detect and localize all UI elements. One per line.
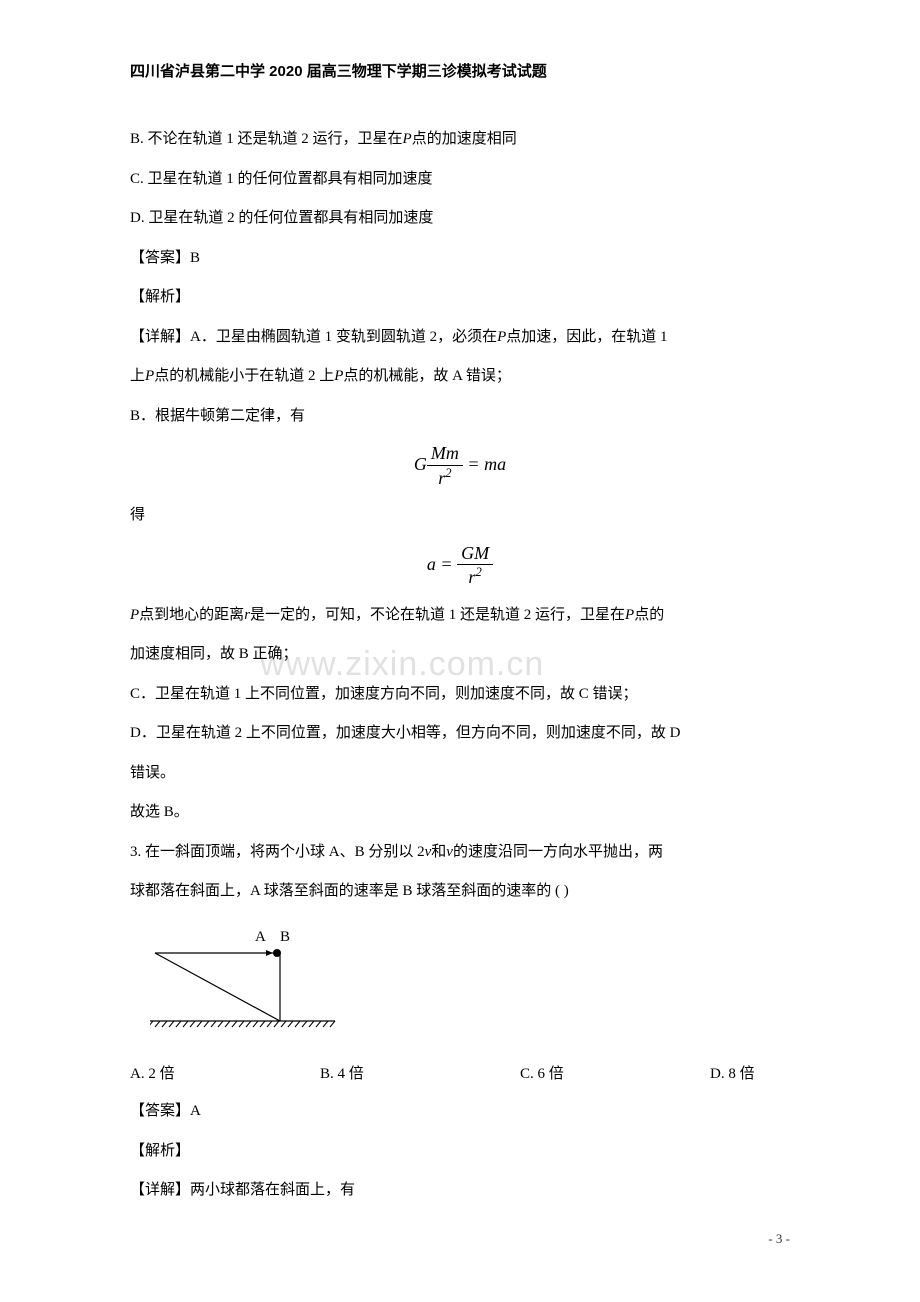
- fraction-denominator: r2: [427, 466, 463, 490]
- diagram-label-a: A: [255, 929, 266, 945]
- detail-d2-line2: 错误。: [130, 755, 790, 793]
- after-formula-line2: 加速度相同，故 B 正确；: [130, 636, 790, 674]
- option-d-text: D. 卫星在轨道 2 的任何位置都具有相同加速度: [130, 200, 790, 238]
- text-span: 和: [431, 844, 446, 860]
- formula-g: G: [414, 454, 427, 474]
- text-span: 点的加速度相同: [412, 131, 517, 147]
- diagram-hatch: [150, 1021, 335, 1027]
- diagram-incline-line: [155, 953, 280, 1021]
- q3-line2: 球都落在斜面上，A 球落至斜面的速率是 B 球落至斜面的速率的 ( ): [130, 873, 790, 911]
- text-span: 点的机械能，故 A 错误；: [343, 368, 511, 384]
- formula-eq: = ma: [463, 454, 506, 474]
- detail-d2-line1: D．卫星在轨道 2 上不同位置，加速度大小相等，但方向不同，则加速度不同，故 D: [130, 715, 790, 753]
- options-row: A. 2 倍 B. 4 倍 C. 6 倍 D. 8 倍: [130, 1056, 790, 1094]
- answer2-label: 【答案】A: [130, 1093, 790, 1131]
- detail-a-line2: 上P点的机械能小于在轨道 2 上P点的机械能，故 A 错误；: [130, 358, 790, 396]
- detail-b-line: B．根据牛顿第二定律，有: [130, 398, 790, 436]
- italic-p: P: [130, 607, 139, 623]
- fraction-numerator: GM: [457, 543, 493, 566]
- italic-p: P: [497, 329, 506, 345]
- formula-a: a =: [427, 554, 457, 574]
- superscript: 2: [475, 565, 481, 579]
- text-span: 【详解】A．卫星由椭圆轨道 1 变轨到圆轨道 2，必须在: [130, 329, 497, 345]
- detail-a-line1: 【详解】A．卫星由椭圆轨道 1 变轨到圆轨道 2，必须在P点加速，因此，在轨道 …: [130, 319, 790, 357]
- diagram-arrow-head: [266, 950, 273, 956]
- text-span: 是一定的，可知，不论在轨道 1 还是轨道 2 运行，卫星在: [250, 607, 625, 623]
- text-span: B. 不论在轨道 1 还是轨道 2 运行，卫星在: [130, 131, 403, 147]
- get-char: 得: [130, 497, 790, 535]
- italic-p: P: [334, 368, 343, 384]
- option-b-text: B. 不论在轨道 1 还是轨道 2 运行，卫星在P点的加速度相同: [130, 121, 790, 159]
- analysis-label: 【解析】: [130, 279, 790, 317]
- select-b: 故选 B。: [130, 794, 790, 832]
- superscript: 2: [445, 466, 451, 480]
- fraction-denominator: r2: [457, 565, 493, 589]
- after-formula-line1: P点到地心的距离r是一定的，可知，不论在轨道 1 还是轨道 2 运行，卫星在P点…: [130, 597, 790, 635]
- text-span: 点的机械能小于在轨道 2 上: [154, 368, 334, 384]
- content-body: B. 不论在轨道 1 还是轨道 2 运行，卫星在P点的加速度相同 C. 卫星在轨…: [130, 121, 790, 1210]
- header-title: 四川省泸县第二中学 2020 届高三物理下学期三诊模拟考试试题: [130, 60, 790, 81]
- fraction: Mmr2: [427, 443, 463, 489]
- detail-c2: C．卫星在轨道 1 上不同位置，加速度方向不同，则加速度不同，故 C 错误；: [130, 676, 790, 714]
- text-span: 3. 在一斜面顶端，将两个小球 A、B 分别以 2: [130, 844, 425, 860]
- page-number: - 3 -: [768, 1231, 790, 1247]
- fraction-numerator: Mm: [427, 443, 463, 466]
- option-d: D. 8 倍: [710, 1056, 810, 1094]
- fraction: GMr2: [457, 543, 493, 589]
- italic-p: P: [403, 131, 412, 147]
- incline-diagram: A B: [150, 926, 790, 1041]
- text-span: 点的: [634, 607, 664, 623]
- formula-2: a = GMr2: [130, 543, 790, 589]
- detail2-line: 【详解】两小球都落在斜面上，有: [130, 1172, 790, 1210]
- q3-line1: 3. 在一斜面顶端，将两个小球 A、B 分别以 2v和v的速度沿同一方向水平抛出…: [130, 834, 790, 872]
- page-container: 四川省泸县第二中学 2020 届高三物理下学期三诊模拟考试试题 B. 不论在轨道…: [0, 0, 920, 1272]
- formula-1: GMmr2 = ma: [130, 443, 790, 489]
- text-span: 点加速，因此，在轨道 1: [506, 329, 667, 345]
- text-span: 上: [130, 368, 145, 384]
- analysis2-label: 【解析】: [130, 1133, 790, 1171]
- option-c: C. 6 倍: [520, 1056, 710, 1094]
- text-span: 点到地心的距离: [139, 607, 244, 623]
- italic-v: v: [446, 844, 453, 860]
- option-c-text: C. 卫星在轨道 1 的任何位置都具有相同加速度: [130, 161, 790, 199]
- answer-label: 【答案】B: [130, 240, 790, 278]
- option-a: A. 2 倍: [130, 1056, 320, 1094]
- diagram-label-b: B: [280, 929, 290, 945]
- italic-p: P: [625, 607, 634, 623]
- option-b: B. 4 倍: [320, 1056, 520, 1094]
- incline-svg: A B: [150, 926, 340, 1036]
- text-span: 的速度沿同一方向水平抛出，两: [453, 844, 663, 860]
- italic-p: P: [145, 368, 154, 384]
